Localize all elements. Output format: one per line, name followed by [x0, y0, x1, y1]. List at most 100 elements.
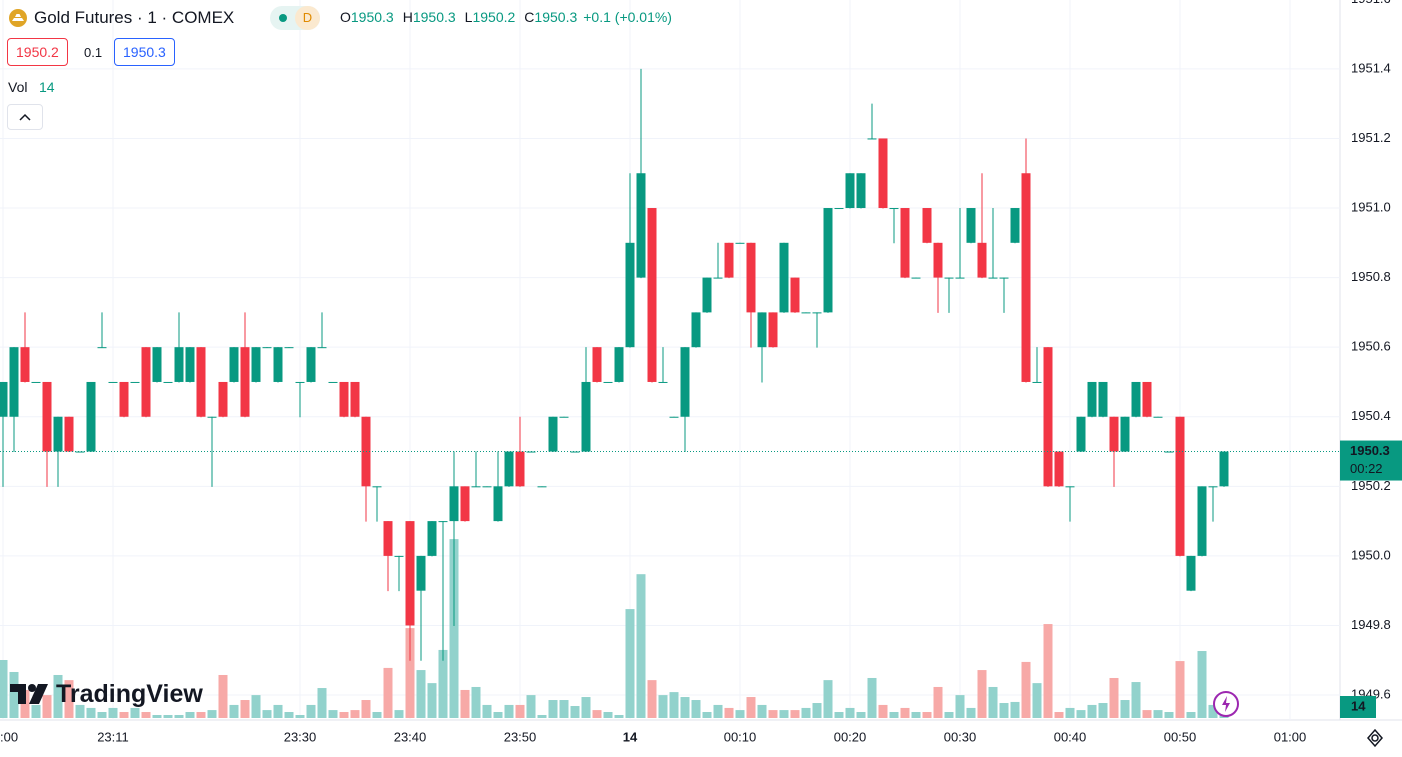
volume-bar	[361, 700, 371, 718]
volume-bar	[1021, 661, 1031, 718]
candle-body	[845, 173, 855, 209]
volume-bar	[350, 710, 360, 718]
candle-body	[680, 347, 690, 417]
candle-body	[328, 381, 338, 383]
volume-bar	[1186, 712, 1196, 718]
volume-bar	[977, 670, 987, 718]
volume-bar	[581, 697, 591, 718]
x-tick-label: :00	[0, 729, 18, 744]
volume-bar	[207, 710, 217, 718]
candle-body	[284, 347, 294, 349]
candle-body	[1153, 416, 1163, 418]
candle-body	[955, 277, 965, 279]
volume-bar	[911, 712, 921, 718]
volume-bar	[86, 707, 96, 718]
collapse-button[interactable]	[7, 104, 43, 130]
volume-bar	[779, 710, 789, 718]
candle-body	[218, 381, 228, 417]
volume-bar	[1120, 700, 1130, 718]
volume-bar	[1054, 712, 1064, 718]
candle-body	[504, 451, 514, 487]
candle-body	[493, 486, 503, 522]
volume-bar	[339, 712, 349, 718]
volume-bar	[174, 715, 184, 718]
candle-body	[317, 347, 327, 349]
y-tick-label: 1951.6	[1351, 0, 1391, 6]
legend-key: L	[464, 9, 473, 25]
candle-body	[724, 242, 734, 278]
candle-body	[207, 416, 217, 418]
volume-bar	[306, 704, 316, 718]
candle-body	[240, 347, 250, 417]
lightning-icon[interactable]	[1212, 690, 1240, 718]
candle-body	[163, 381, 173, 383]
x-tick-label: 00:50	[1164, 729, 1197, 744]
legend-value: 1950.2	[472, 9, 516, 25]
volume-bar	[394, 710, 404, 718]
volume-bar	[570, 706, 580, 718]
candle-body	[383, 521, 393, 556]
candle-body	[251, 347, 261, 382]
candle-body	[581, 381, 591, 452]
candle-body	[108, 381, 118, 383]
y-tick-label: 1950.0	[1351, 547, 1391, 562]
volume-bar	[812, 703, 822, 718]
volume-bar	[1208, 704, 1218, 718]
status-pill[interactable]: D	[270, 6, 320, 30]
volume-bar	[724, 707, 734, 718]
volume-bar	[834, 712, 844, 718]
candle-body	[86, 381, 96, 452]
y-tick-label: 1950.6	[1351, 339, 1391, 354]
volume-bar	[966, 707, 976, 718]
sell-button[interactable]: 1950.2	[7, 38, 68, 66]
candles	[0, 68, 1229, 661]
volume-value: 14	[39, 79, 55, 95]
volume-bar	[636, 574, 646, 718]
y-tick-label: 1951.0	[1351, 199, 1391, 214]
legend-key: H	[402, 9, 413, 25]
volume-bar	[471, 686, 481, 718]
candle-body	[273, 347, 283, 382]
last-price-tag	[1340, 440, 1402, 481]
volume-bar	[295, 715, 305, 718]
x-tick-label: 00:40	[1054, 729, 1087, 744]
volume-bar	[9, 671, 19, 718]
volume-bar	[823, 680, 833, 718]
candle-body	[790, 277, 800, 313]
candle-body	[350, 381, 360, 417]
logo-text: TradingView	[56, 680, 203, 708]
candle-body	[988, 277, 998, 279]
symbol-title[interactable]: Gold Futures · 1 · COMEX	[34, 8, 235, 27]
candle-body	[1032, 381, 1042, 383]
candle-body	[603, 381, 613, 383]
candle-body	[1175, 416, 1185, 556]
candle-body	[658, 381, 668, 383]
volume-bar	[999, 703, 1009, 718]
y-tick-label: 1951.2	[1351, 130, 1391, 145]
legend-change: +0.1 (+0.01%)	[583, 9, 672, 25]
volume-bar	[713, 704, 723, 718]
y-tick-label: 1950.4	[1351, 408, 1391, 423]
candle-body	[0, 381, 8, 417]
buy-button[interactable]: 1950.3	[114, 38, 175, 66]
volume-bar	[218, 674, 228, 718]
volume-bar	[1197, 651, 1207, 718]
volume-bar	[108, 707, 118, 718]
candle-body	[735, 242, 745, 244]
candle-body	[196, 347, 206, 417]
volume-bar	[625, 609, 635, 718]
spread: 0.1	[84, 45, 103, 60]
volume-bar	[647, 680, 657, 718]
volume-bar	[328, 710, 338, 718]
candle-body	[1087, 381, 1097, 417]
x-tick-label: 23:50	[504, 729, 537, 744]
candle-body	[141, 347, 151, 417]
x-tick-label: 23:30	[284, 729, 317, 744]
candle-body	[1164, 451, 1174, 453]
settings-icon[interactable]	[1364, 727, 1386, 749]
volume-bar	[416, 670, 426, 718]
candle-body	[1120, 416, 1130, 452]
candle-body	[1076, 416, 1086, 452]
volume-label: Vol	[8, 79, 28, 95]
